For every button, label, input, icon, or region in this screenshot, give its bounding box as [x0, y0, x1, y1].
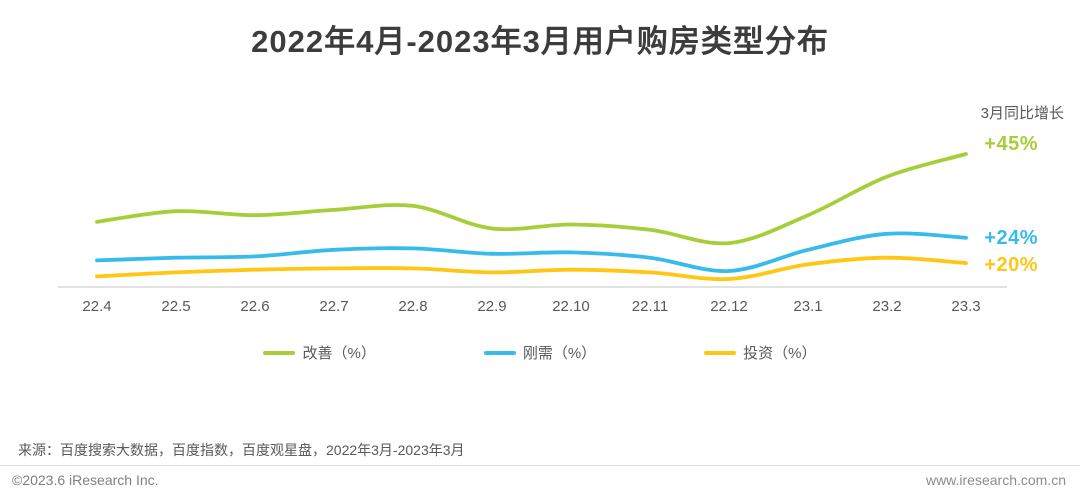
chart-legend: 改善（%） 刚需（%） 投资（%）	[0, 342, 1080, 363]
x-axis-label: 22.9	[477, 298, 507, 315]
footer-website: www.iresearch.com.cn	[925, 472, 1066, 488]
line-chart-svg	[58, 152, 1007, 288]
series-line-2	[95, 255, 968, 282]
source-note: 来源：百度搜索大数据，百度指数，百度观星盘，2022年3月-2023年3月	[18, 442, 465, 458]
x-axis-label: 22.10	[552, 298, 590, 315]
x-axis-label: 23.2	[872, 298, 902, 315]
annotation-value-improve: +45%	[984, 133, 1038, 155]
legend-label-improve: 改善（%）	[302, 345, 376, 362]
legend-item-invest: 投资（%）	[704, 342, 817, 363]
footer-divider	[0, 465, 1080, 466]
x-axis-label: 22.6	[240, 298, 270, 315]
annotation-value-invest: +20%	[984, 254, 1038, 276]
legend-swatch-rigid	[483, 350, 516, 355]
x-axis-label: 22.12	[710, 298, 748, 315]
legend-item-rigid: 刚需（%）	[483, 342, 597, 363]
x-axis-label: 23.3	[951, 298, 981, 315]
footer-copyright: ©2023.6 iResearch Inc.	[12, 472, 159, 488]
x-axis-label: 23.1	[793, 298, 823, 315]
x-axis-label: 22.7	[319, 298, 349, 315]
x-axis-label: 22.5	[161, 298, 191, 315]
legend-label-invest: 投资（%）	[743, 345, 817, 362]
annotation-value-rigid: +24%	[984, 227, 1038, 249]
legend-item-improve: 改善（%）	[263, 342, 376, 363]
legend-label-rigid: 刚需（%）	[522, 345, 597, 362]
page-title: 2022年4月-2023年3月用户购房类型分布	[251, 24, 829, 59]
annotation-title: 3月同比增长	[980, 105, 1064, 122]
series-line-1	[95, 231, 968, 273]
legend-swatch-improve	[263, 350, 296, 355]
legend-swatch-invest	[704, 350, 737, 355]
x-axis-label: 22.8	[398, 298, 428, 315]
x-axis-label: 22.11	[631, 298, 669, 315]
x-axis-label: 22.4	[82, 298, 112, 315]
series-line-0	[95, 152, 968, 246]
